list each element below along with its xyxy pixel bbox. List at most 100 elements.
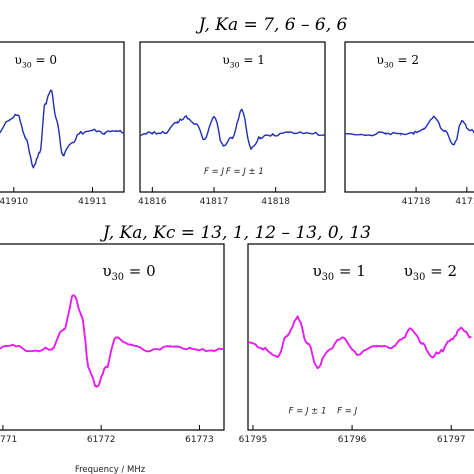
data-point: [287, 132, 289, 134]
vibrational-state-label: υ30 = 2: [377, 53, 420, 69]
data-point: [287, 333, 289, 335]
data-point: [44, 102, 46, 105]
top-title: J, Ka = 7, 6 – 6, 6: [196, 15, 348, 35]
data-point: [411, 328, 413, 330]
panel-frame: [139, 41, 326, 193]
x-tick-label: 61772: [87, 435, 116, 445]
x-tick-label: 61795: [239, 435, 268, 445]
x-tick-label: 41911: [78, 197, 107, 207]
data-point: [213, 116, 215, 118]
data-point: [460, 328, 462, 330]
hyperfine-annotation: F = J ± 1: [289, 406, 327, 416]
x-axis-label: Frequency / MHz: [75, 465, 146, 474]
hyperfine-annotation: F = J ± 1: [226, 167, 264, 177]
data-point: [151, 132, 153, 134]
x-tick-label: 61771: [0, 435, 17, 445]
data-point: [25, 136, 27, 138]
data-point: [412, 132, 415, 134]
data-point: [194, 123, 197, 125]
data-point: [105, 367, 107, 369]
data-point: [324, 134, 325, 136]
data-point: [376, 344, 378, 346]
data-point: [461, 120, 463, 123]
hyperfine-annotation: F = J: [204, 167, 224, 177]
panel-frame: [0, 243, 225, 431]
data-point: [17, 114, 19, 116]
spectrum-trace: [0, 89, 124, 169]
data-point: [9, 118, 11, 120]
vibrational-state-label: υ30 = 2: [404, 262, 457, 283]
data-point: [341, 336, 343, 338]
data-point: [51, 347, 53, 349]
panel-frame: [247, 243, 474, 431]
data-point: [316, 367, 318, 369]
x-tick-label: 61796: [338, 435, 367, 445]
data-point: [326, 350, 328, 352]
data-point: [32, 165, 35, 168]
vibrational-state-label: υ30 = 0: [15, 53, 58, 69]
data-point: [39, 152, 41, 154]
spectrum-trace: [140, 108, 325, 150]
data-point: [123, 132, 124, 134]
data-point: [433, 116, 435, 118]
data-point: [470, 336, 472, 338]
data-point: [149, 350, 151, 352]
data-point: [345, 132, 346, 134]
data-point: [103, 132, 105, 134]
bottom-title: J, Ka, Kc = 13, 1, 12 – 13, 0, 13: [100, 223, 371, 243]
data-point: [88, 369, 90, 372]
spectrum-panel-top-right: 41718 4171 υ30 = 2: [344, 41, 474, 207]
spectrum-panel-bottom-right: 61795 61796 61797 υ30 = 1 υ30 = 2 F = J ± 1 F …: [239, 243, 474, 445]
data-point: [95, 386, 97, 388]
x-tick-label: 41816: [138, 197, 167, 207]
data-point: [262, 347, 264, 349]
data-point: [31, 350, 33, 352]
data-point: [91, 129, 94, 132]
data-point: [297, 316, 299, 319]
vibrational-state-label: υ30 = 0: [102, 262, 155, 283]
x-tick-label: 61773: [185, 435, 214, 445]
data-point: [62, 154, 64, 156]
data-point: [169, 344, 171, 346]
data-point: [208, 350, 210, 352]
data-point: [50, 89, 52, 91]
data-point: [56, 120, 58, 123]
data-point: [204, 138, 206, 141]
data-point: [189, 347, 191, 349]
data-point: [468, 129, 470, 132]
data-point: [63, 328, 65, 330]
data-point: [420, 342, 423, 344]
panels: 41910 41911 υ30 = 0 41816 41817 41818 υ30 = 1 F…: [0, 41, 474, 445]
data-point: [306, 342, 309, 344]
panel-frame: [344, 41, 474, 193]
data-point: [305, 132, 308, 134]
data-point: [430, 355, 432, 358]
data-point: [401, 339, 403, 341]
x-tick-label: 41818: [261, 197, 290, 207]
hyperfine-annotation: F = J: [337, 406, 357, 416]
data-point: [440, 350, 442, 352]
vibrational-state-label: υ30 = 1: [313, 262, 366, 283]
x-tick-label: 41817: [200, 197, 229, 207]
data-point: [248, 342, 249, 344]
data-point: [185, 116, 187, 118]
spectrum-panel-top-left: 41910 41911 υ30 = 0: [0, 41, 125, 207]
data-point: [69, 143, 71, 145]
data-point: [391, 347, 393, 349]
data-point: [277, 355, 279, 358]
data-point: [231, 136, 234, 138]
data-point: [241, 109, 243, 111]
data-point: [73, 294, 75, 296]
data-point: [80, 132, 82, 134]
data-point: [385, 132, 387, 134]
spectrum-trace: [248, 315, 472, 370]
data-point: [356, 353, 358, 355]
data-point: [80, 314, 83, 316]
data-point: [423, 127, 425, 129]
data-point: [130, 344, 132, 346]
data-point: [222, 145, 224, 147]
x-tick-label: 4171: [455, 197, 474, 207]
x-tick-label: 61797: [437, 435, 466, 445]
